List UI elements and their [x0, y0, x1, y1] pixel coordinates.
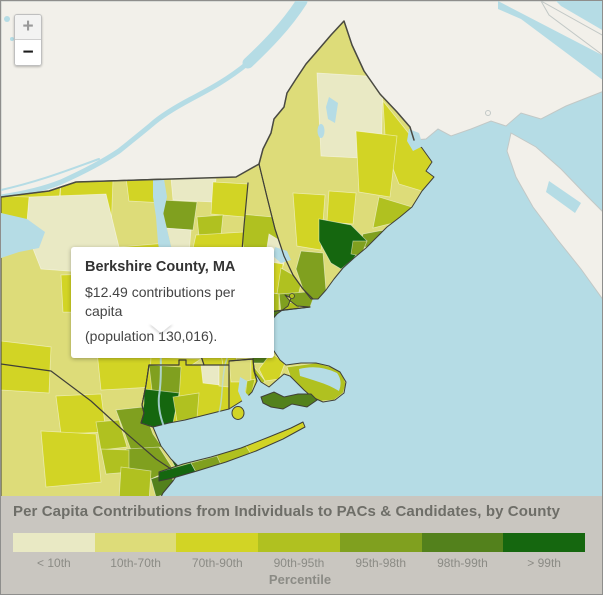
- plus-icon: +: [22, 16, 34, 37]
- zoom-control: + −: [14, 14, 42, 66]
- legend-swatch: [94, 533, 177, 552]
- tooltip-pointer: [149, 323, 173, 333]
- lake-ontario: [1, 213, 45, 258]
- legend-swatch: [421, 533, 504, 552]
- legend-color-scale: < 10th 10th-70th 70th-90th 90th-95th 95t…: [13, 533, 585, 570]
- legend-swatch: [339, 533, 422, 552]
- legend-item: > 99th: [503, 533, 585, 570]
- legend-item: 95th-98th: [339, 533, 422, 570]
- map-tooltip: Berkshire County, MA $12.49 contribution…: [71, 247, 274, 358]
- st-lawrence-river: [1, 1, 308, 200]
- lake-winnipesaukee: [273, 247, 291, 263]
- tooltip-contributions: $12.49 contributions per capita: [85, 284, 236, 319]
- legend-swatch: [503, 533, 585, 552]
- lake-champlain: [153, 179, 169, 275]
- zoom-out-button[interactable]: −: [15, 40, 41, 65]
- legend-item: < 10th: [13, 533, 95, 570]
- minus-icon: −: [22, 41, 34, 63]
- tooltip-population: (population 130,016).: [85, 327, 218, 344]
- legend-item: 10th-70th: [94, 533, 177, 570]
- legend-panel: Per Capita Contributions from Individual…: [1, 496, 602, 594]
- legend-axis-label: Percentile: [268, 572, 332, 587]
- legend-swatch: [176, 533, 259, 552]
- islands-dukes-nantucket[interactable]: [260, 391, 318, 410]
- tooltip-county-name: Berkshire County, MA: [85, 259, 236, 275]
- nova-scotia: [506, 132, 602, 300]
- zoom-in-button[interactable]: +: [15, 15, 41, 40]
- state-rhode-island[interactable]: [228, 358, 258, 420]
- narragansett-bay: [238, 377, 251, 403]
- legend-item: 98th-99th: [421, 533, 504, 570]
- block-island[interactable]: [231, 406, 245, 420]
- legend-swatch: [258, 533, 340, 552]
- northumberland-strait: [498, 1, 602, 80]
- moosehead-lake: [326, 97, 338, 123]
- cape-cod-bay: [299, 367, 341, 391]
- legend-item: 90th-95th: [258, 533, 340, 570]
- legend-item: 70th-90th: [176, 533, 259, 570]
- legend-title: Per Capita Contributions from Individual…: [13, 503, 561, 520]
- prince-edward-island: [540, 1, 602, 56]
- state-maine[interactable]: [258, 20, 435, 300]
- legend-swatch: [13, 533, 95, 552]
- choropleth-map[interactable]: [1, 1, 602, 496]
- canada-land: [1, 1, 602, 300]
